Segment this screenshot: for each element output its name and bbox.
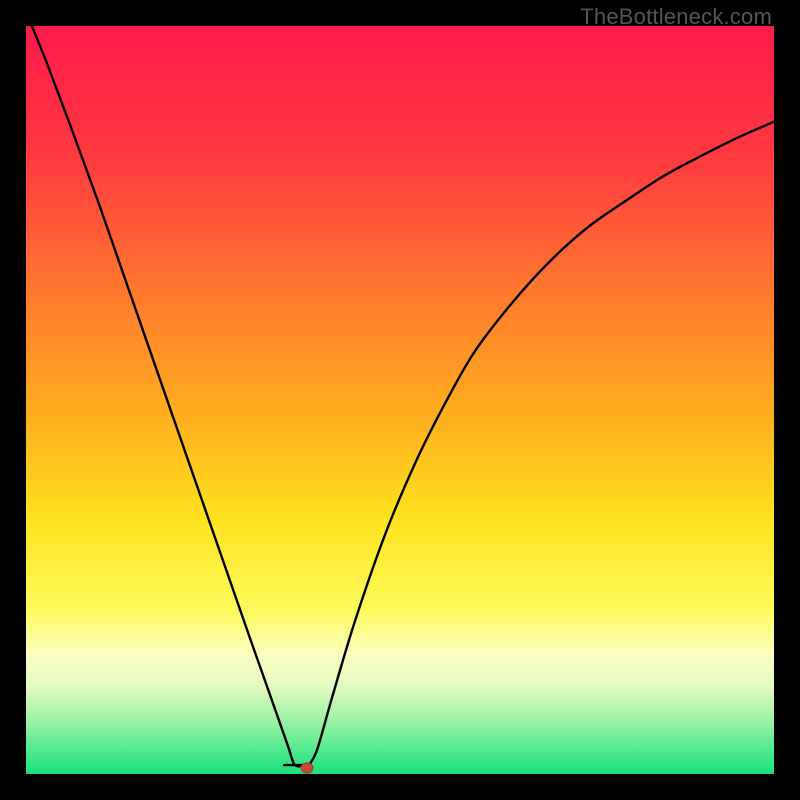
chart-svg	[26, 26, 774, 774]
gradient-background	[26, 26, 774, 774]
optimal-point-marker	[300, 763, 313, 774]
plot-area	[26, 26, 774, 774]
